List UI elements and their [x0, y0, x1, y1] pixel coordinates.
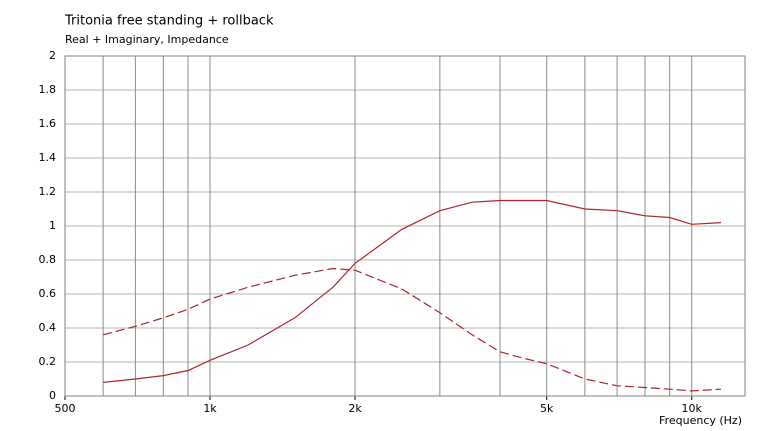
- y-tick-label: 1.2: [39, 185, 57, 198]
- plot-border: [64, 55, 746, 397]
- y-tick-label: 0.8: [39, 253, 57, 266]
- y-tick-label: 1.4: [39, 151, 57, 164]
- y-tick-label: 0.2: [39, 355, 57, 368]
- y-tick-label: 1.8: [39, 83, 57, 96]
- data-line: [102, 267, 722, 392]
- x-tick-label: 1k: [203, 402, 217, 415]
- x-tick-label: 2k: [348, 402, 362, 415]
- x-tick-label: 10k: [682, 402, 703, 415]
- x-tick-label: 500: [55, 402, 76, 415]
- x-axis-label: Frequency (Hz): [659, 414, 742, 427]
- x-tick-label: 5k: [540, 402, 554, 415]
- y-tick-label: 0: [49, 389, 56, 402]
- y-tick-label: 0.4: [39, 321, 57, 334]
- y-tick-label: 2: [49, 49, 56, 62]
- y-tick-label: 1: [49, 219, 56, 232]
- y-tick-label: 1.6: [39, 117, 57, 130]
- y-tick-label: 0.6: [39, 287, 57, 300]
- data-line: [103, 199, 722, 383]
- chart-title: Tritonia free standing + rollback: [64, 14, 274, 29]
- chart-subtitle: Real + Imaginary, Impedance: [65, 33, 229, 46]
